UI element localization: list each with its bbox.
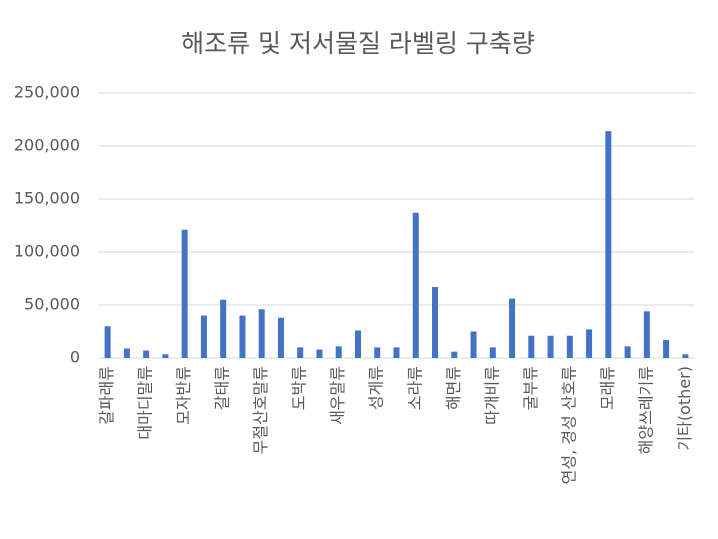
y-tick-label: 200,000 xyxy=(14,136,80,155)
x-tick-label: 대마디말류 xyxy=(136,366,155,440)
bar xyxy=(624,346,631,358)
bar xyxy=(316,349,323,358)
chart-title: 해조류 및 저서물질 라벨링 구축량 xyxy=(181,29,535,58)
x-tick-label: 갈파래류 xyxy=(97,366,116,425)
x-tick-label: 따개비류 xyxy=(482,366,501,425)
x-tick-label: 무절산호말류 xyxy=(251,366,270,454)
bar xyxy=(682,354,689,358)
y-tick-label: 50,000 xyxy=(24,295,80,314)
x-tick-label: 해면류 xyxy=(444,366,463,410)
x-tick-label: 모래류 xyxy=(598,366,617,410)
bar xyxy=(277,317,284,358)
bar xyxy=(162,354,169,358)
x-tick-label: 갈태류 xyxy=(213,366,232,410)
bar xyxy=(412,212,419,358)
bar xyxy=(181,229,188,358)
bar xyxy=(470,331,477,358)
bar xyxy=(354,330,361,358)
bar xyxy=(663,339,670,358)
x-tick-label: 성게류 xyxy=(367,366,386,410)
x-tick-label: 기타(other) xyxy=(675,366,694,451)
y-tick-label: 0 xyxy=(70,348,80,367)
y-tick-label: 150,000 xyxy=(14,189,80,208)
bar xyxy=(335,346,342,358)
y-tick-label: 250,000 xyxy=(14,83,80,102)
bar xyxy=(393,347,400,358)
x-tick-label: 굴부류 xyxy=(521,366,540,410)
bar xyxy=(432,286,439,358)
x-tick-label: 연성, 경성 산호류 xyxy=(559,366,578,484)
bar xyxy=(586,329,593,358)
bar xyxy=(489,347,496,358)
y-tick-label: 100,000 xyxy=(14,242,80,261)
x-tick-label: 해양쓰레기류 xyxy=(636,366,655,454)
bar xyxy=(104,326,111,358)
x-tick-label: 새우말류 xyxy=(328,366,347,425)
bar xyxy=(123,348,130,358)
bar xyxy=(297,347,304,358)
bar xyxy=(220,299,227,358)
bar xyxy=(374,347,381,358)
bar xyxy=(143,350,150,358)
bar xyxy=(200,315,207,358)
x-tick-label: 도박류 xyxy=(290,366,309,410)
bar xyxy=(547,335,554,358)
bar xyxy=(605,131,612,358)
bar xyxy=(239,315,246,358)
bar xyxy=(258,309,265,358)
bar xyxy=(566,335,573,358)
x-tick-label: 모자반류 xyxy=(174,366,193,425)
x-tick-label: 소라류 xyxy=(405,366,424,410)
bar xyxy=(528,335,535,358)
bar xyxy=(509,298,516,358)
bar xyxy=(643,311,650,358)
bar xyxy=(451,351,458,358)
